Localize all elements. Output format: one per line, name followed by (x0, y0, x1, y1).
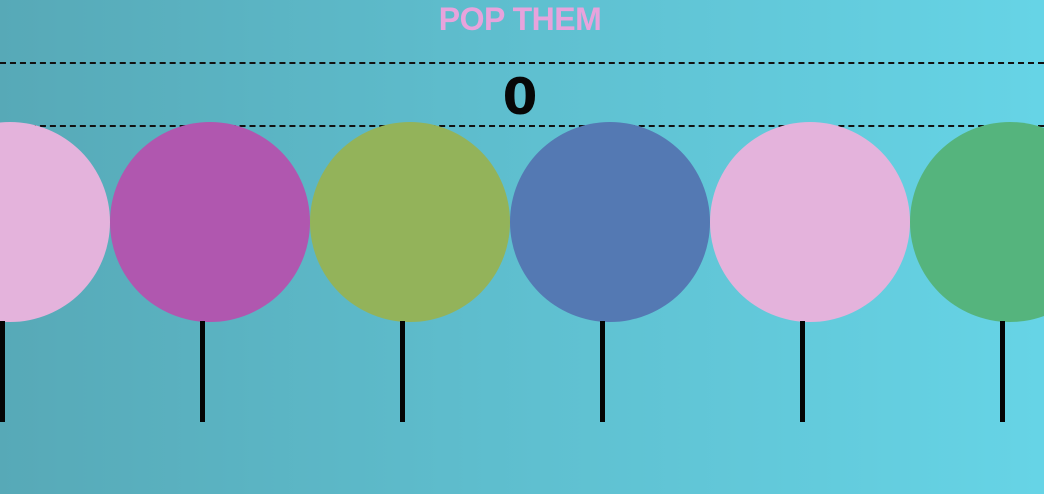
balloon-string (0, 321, 5, 422)
balloon-body[interactable] (310, 122, 510, 322)
balloon-body[interactable] (710, 122, 910, 322)
score-counter: 0 (0, 70, 1040, 124)
balloon-purple[interactable] (110, 122, 310, 422)
game-title: POP THEM (0, 2, 1040, 36)
balloon-blue[interactable] (510, 122, 710, 422)
balloon-body[interactable] (510, 122, 710, 322)
balloon-string (400, 321, 405, 422)
score-divider-top (0, 62, 1044, 64)
balloon-pink[interactable] (710, 122, 910, 422)
balloon-string (1000, 321, 1005, 422)
balloon-body[interactable] (0, 122, 110, 322)
balloon-green[interactable] (910, 122, 1044, 422)
balloon-string (600, 321, 605, 422)
balloon-body[interactable] (110, 122, 310, 322)
balloon-body[interactable] (910, 122, 1044, 322)
balloon-pink-left[interactable] (0, 122, 110, 422)
balloon-string (200, 321, 205, 422)
balloon-olive[interactable] (310, 122, 510, 422)
balloon-string (800, 321, 805, 422)
